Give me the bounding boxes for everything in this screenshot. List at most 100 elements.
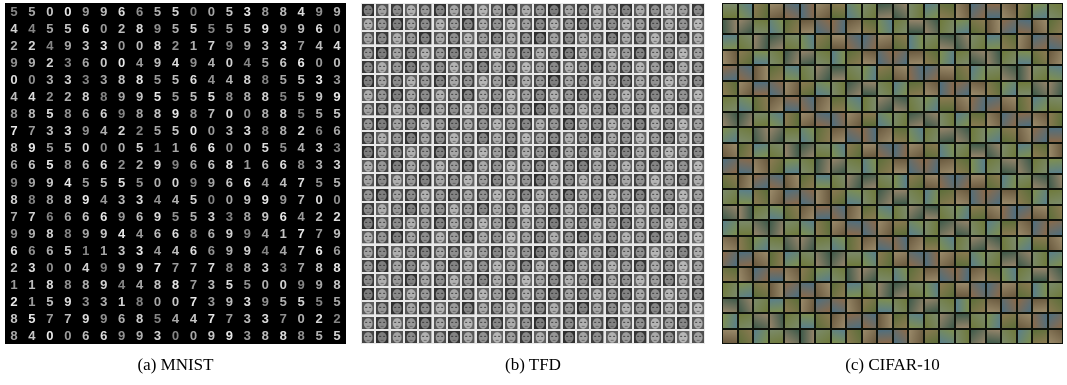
cifar-sample-thumbnail bbox=[784, 220, 800, 236]
mnist-digit: 6 bbox=[100, 157, 108, 173]
mnist-digit: 0 bbox=[333, 191, 341, 207]
tfd-face-thumbnail bbox=[475, 74, 490, 89]
cifar-sample-thumbnail bbox=[768, 80, 784, 96]
cifar-sample-thumbnail bbox=[753, 111, 769, 127]
cifar-sample-thumbnail bbox=[939, 204, 955, 220]
cifar-sample-thumbnail bbox=[970, 111, 986, 127]
mnist-digit: 8 bbox=[64, 157, 72, 173]
cifar-sample-thumbnail bbox=[784, 173, 800, 189]
tfd-face-thumbnail bbox=[361, 3, 376, 18]
cifar-sample-thumbnail bbox=[830, 220, 846, 236]
tfd-face-thumbnail bbox=[575, 329, 591, 344]
mnist-digit: 7 bbox=[297, 242, 305, 258]
tfd-face-thumbnail bbox=[518, 130, 533, 146]
cifar-sample-thumbnail bbox=[1047, 18, 1063, 34]
mnist-digit: 0 bbox=[46, 4, 54, 20]
tfd-face-thumbnail bbox=[389, 3, 404, 18]
cifar-sample-thumbnail bbox=[1032, 266, 1048, 282]
cifar-sample-thumbnail bbox=[954, 3, 970, 19]
tfd-face-thumbnail bbox=[361, 45, 376, 60]
tfd-face-thumbnail bbox=[504, 244, 519, 259]
tfd-face-thumbnail bbox=[461, 187, 476, 202]
mnist-digit: 8 bbox=[171, 276, 180, 292]
mnist-digit: 4 bbox=[135, 225, 144, 241]
cifar-sample-thumbnail bbox=[846, 96, 862, 112]
cifar-sample-thumbnail bbox=[970, 235, 986, 251]
tfd-face-thumbnail bbox=[432, 315, 447, 330]
cifar-sample-thumbnail bbox=[768, 297, 784, 313]
tfd-face-thumbnail bbox=[532, 59, 548, 75]
tfd-face-thumbnail bbox=[618, 201, 634, 217]
mnist-digit: 3 bbox=[243, 123, 251, 139]
cifar-sample-thumbnail bbox=[939, 142, 955, 158]
tfd-face-thumbnail bbox=[504, 88, 519, 103]
tfd-face-thumbnail bbox=[461, 287, 476, 302]
tfd-face-thumbnail bbox=[633, 159, 648, 174]
mnist-digit: 6 bbox=[315, 123, 323, 139]
mnist-digit: 3 bbox=[135, 242, 144, 258]
tfd-face-thumbnail bbox=[518, 74, 533, 89]
tfd-face-thumbnail bbox=[518, 216, 533, 231]
cifar-sample-thumbnail bbox=[815, 173, 831, 189]
tfd-face-thumbnail bbox=[618, 74, 634, 89]
tfd-face-thumbnail bbox=[618, 301, 634, 316]
cifar-sample-thumbnail bbox=[846, 173, 862, 189]
cifar-sample-thumbnail bbox=[815, 111, 831, 127]
cifar-sample-thumbnail bbox=[1001, 127, 1017, 143]
tfd-face-thumbnail bbox=[633, 130, 648, 146]
tfd-face-thumbnail bbox=[661, 329, 677, 344]
tfd-face-thumbnail bbox=[461, 31, 476, 46]
tfd-face-thumbnail bbox=[489, 3, 505, 18]
mnist-digit: 8 bbox=[333, 259, 341, 275]
tfd-face-thumbnail bbox=[489, 272, 505, 288]
tfd-face-thumbnail bbox=[690, 173, 705, 188]
mnist-digit: 8 bbox=[189, 106, 198, 122]
cifar-sample-thumbnail bbox=[799, 220, 815, 236]
tfd-face-thumbnail bbox=[375, 88, 390, 103]
tfd-face-thumbnail bbox=[532, 31, 548, 46]
cifar-sample-thumbnail bbox=[799, 313, 815, 329]
tfd-face-thumbnail bbox=[432, 102, 447, 117]
tfd-face-thumbnail bbox=[590, 315, 605, 330]
mnist-digit: 4 bbox=[10, 21, 18, 37]
tfd-face-thumbnail bbox=[403, 17, 419, 32]
cifar-sample-thumbnail bbox=[784, 127, 800, 143]
mnist-digit: 8 bbox=[261, 106, 269, 122]
tfd-face-thumbnail bbox=[361, 301, 376, 316]
cifar-sample-thumbnail bbox=[1001, 80, 1017, 96]
cifar-sample-thumbnail bbox=[892, 173, 908, 189]
mnist-digit: 1 bbox=[82, 242, 90, 258]
cifar-sample-thumbnail bbox=[1032, 142, 1048, 158]
tfd-face-thumbnail bbox=[446, 315, 462, 330]
tfd-face-thumbnail bbox=[590, 3, 605, 18]
tfd-face-thumbnail bbox=[590, 17, 605, 32]
tfd-face-thumbnail bbox=[446, 88, 462, 103]
tfd-face-thumbnail bbox=[575, 230, 591, 245]
tfd-face-thumbnail bbox=[604, 145, 619, 160]
cifar-sample-thumbnail bbox=[1047, 173, 1063, 189]
cifar-sample-thumbnail bbox=[985, 204, 1001, 220]
mnist-digit: 5 bbox=[46, 140, 54, 156]
mnist-digit: 0 bbox=[171, 327, 180, 343]
cifar-sample-thumbnail bbox=[722, 111, 738, 127]
tfd-face-thumbnail bbox=[590, 116, 605, 131]
cifar-sample-thumbnail bbox=[908, 173, 924, 189]
cifar-sample-thumbnail bbox=[768, 328, 784, 344]
tfd-face-thumbnail bbox=[561, 3, 576, 18]
cifar-sample-thumbnail bbox=[877, 158, 893, 174]
cifar-sample-thumbnail bbox=[830, 111, 846, 127]
tfd-face-thumbnail bbox=[647, 31, 662, 46]
tfd-face-thumbnail bbox=[504, 287, 519, 302]
cifar-sample-thumbnail bbox=[784, 313, 800, 329]
cifar-sample-thumbnail bbox=[722, 251, 738, 267]
mnist-digit: 5 bbox=[171, 208, 180, 224]
cifar-sample-thumbnail bbox=[1016, 65, 1032, 81]
mnist-digit: 3 bbox=[333, 140, 341, 156]
tfd-face-thumbnail bbox=[618, 244, 634, 259]
mnist-digit: 8 bbox=[279, 123, 287, 139]
cifar-sample-thumbnail bbox=[1001, 65, 1017, 81]
mnist-digit: 5 bbox=[243, 21, 251, 37]
cifar-sample-thumbnail bbox=[768, 96, 784, 112]
tfd-face-thumbnail bbox=[489, 230, 505, 245]
cifar-sample-thumbnail bbox=[970, 328, 986, 344]
